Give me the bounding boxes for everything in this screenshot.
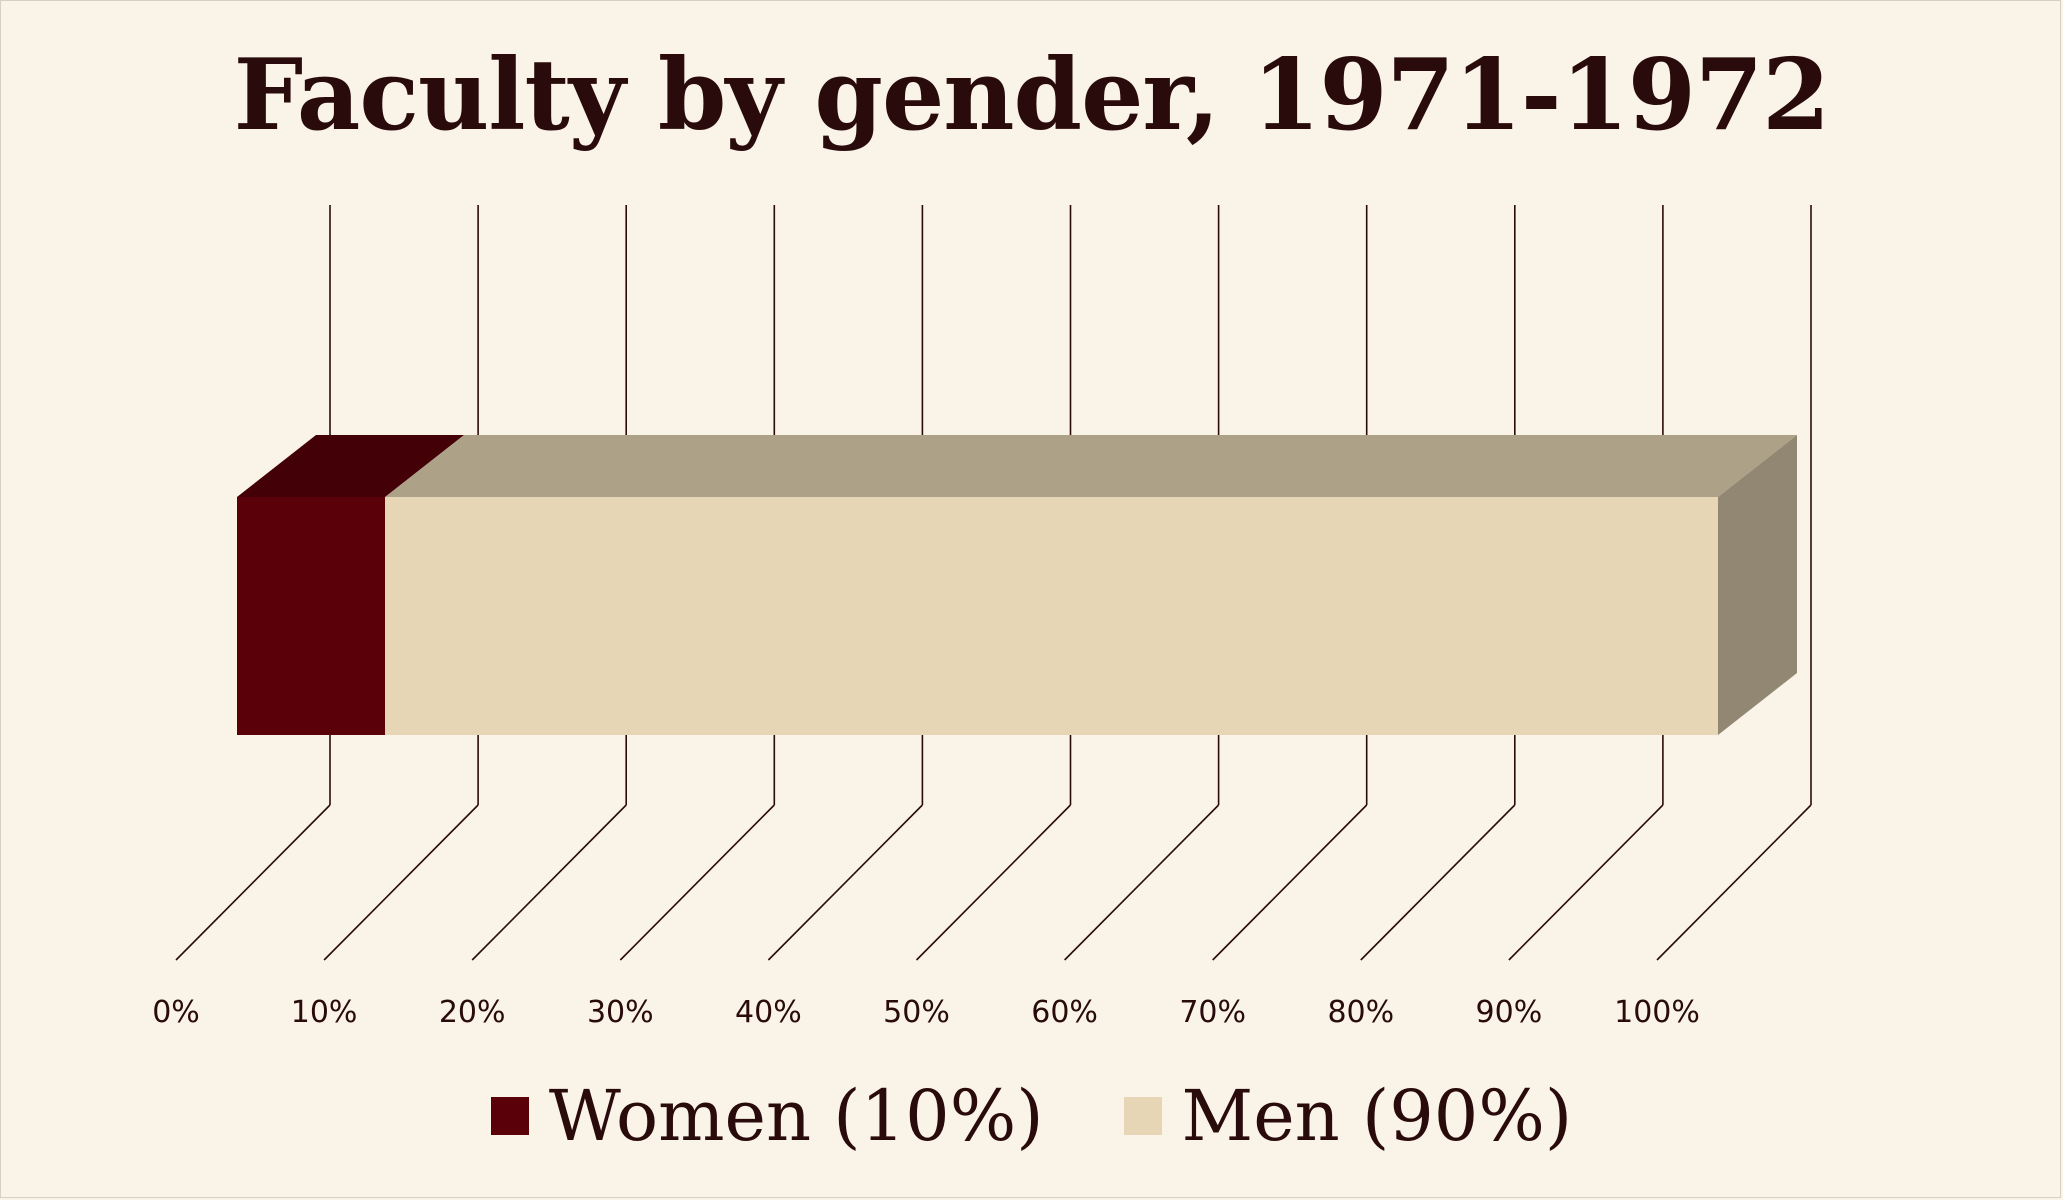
x-tick-label-2: 20%: [439, 995, 506, 1030]
x-tick-label-0: 0%: [152, 995, 200, 1030]
x-tick-label-7: 70%: [1179, 995, 1246, 1030]
legend-label-men: Men (90%): [1181, 1075, 1573, 1157]
bar-top-women: [237, 435, 465, 497]
legend: Women (10%) Men (90%): [0, 1075, 2063, 1157]
gridline-floor-4: [767, 804, 923, 961]
legend-item-women: Women (10%): [490, 1075, 1044, 1157]
gridline-floor-10: [1656, 804, 1812, 961]
x-tick-label-6: 60%: [1031, 995, 1098, 1030]
bar-women: [237, 497, 386, 735]
bar-side-men: [1718, 435, 1797, 735]
bar-top-men: [385, 435, 1798, 497]
legend-swatch-men: [1123, 1097, 1162, 1135]
x-tick-label-1: 10%: [291, 995, 358, 1030]
legend-swatch-women: [490, 1097, 529, 1135]
gridline-floor-1: [323, 804, 479, 961]
x-axis-ticks: 0% 10% 20% 30% 40% 50% 60% 70% 80% 90% 100%: [152, 995, 1700, 1030]
gridline-floor-7: [1212, 804, 1368, 961]
chart-title: Faculty by gender, 1971-1972: [233, 38, 1831, 153]
legend-label-women: Women (10%): [548, 1075, 1044, 1157]
gridline-floor-2: [471, 804, 627, 961]
x-tick-label-4: 40%: [735, 995, 802, 1030]
gridline-floor-6: [1064, 804, 1220, 961]
gridline-floor-3: [619, 804, 775, 961]
legend-item-men: Men (90%): [1123, 1075, 1573, 1157]
gridline-floor-5: [915, 804, 1072, 961]
gridline-floor-8: [1360, 804, 1516, 961]
x-tick-label-10: 100%: [1614, 995, 1700, 1030]
bar-men: [385, 497, 1719, 735]
bars: [237, 435, 1798, 735]
x-tick-label-9: 90%: [1476, 995, 1543, 1030]
x-tick-label-3: 30%: [587, 995, 654, 1030]
gridline-floor-0: [175, 804, 331, 961]
x-tick-label-5: 50%: [883, 995, 950, 1030]
gridline-floor-9: [1508, 804, 1664, 961]
x-tick-label-8: 80%: [1327, 995, 1394, 1030]
